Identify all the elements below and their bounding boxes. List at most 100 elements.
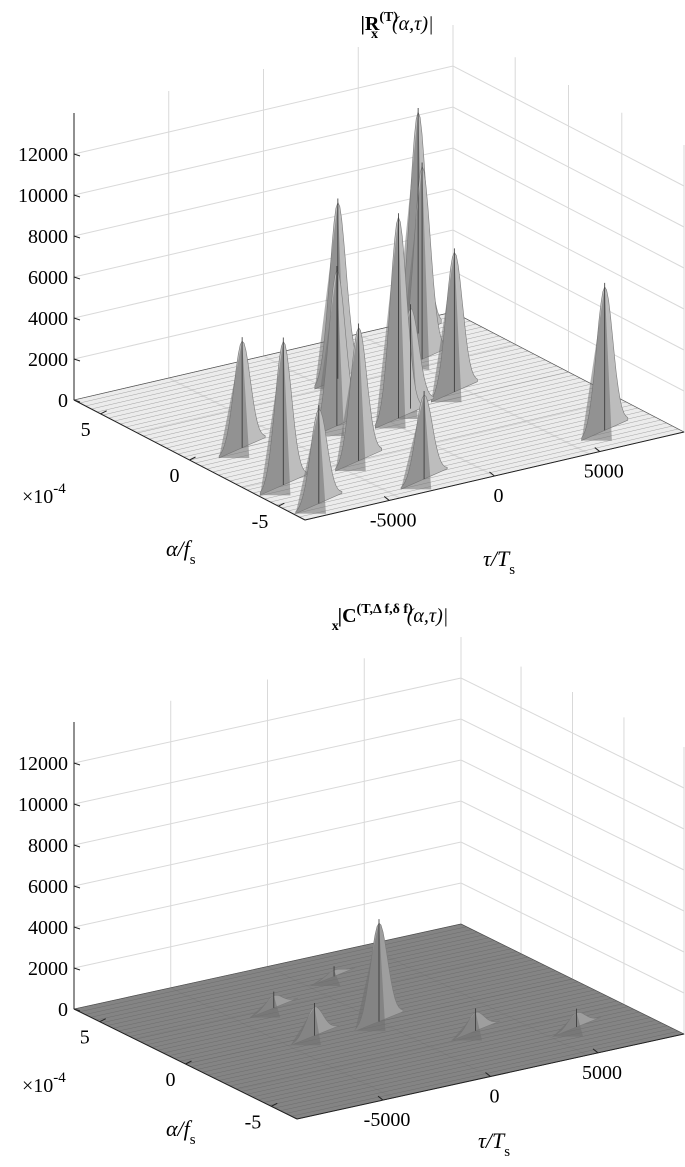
surface-peak-shade xyxy=(401,394,432,490)
z-tick xyxy=(73,762,81,766)
gridline xyxy=(73,106,685,228)
alpha-tick xyxy=(271,1102,278,1107)
surface-mesh xyxy=(79,926,467,1012)
tau-tick xyxy=(377,1095,384,1101)
alpha-tick-label: 5 xyxy=(81,419,91,441)
gridline xyxy=(73,718,685,830)
z-tick xyxy=(73,317,81,321)
alpha-tick-label: 5 xyxy=(80,1027,90,1049)
surface-mesh xyxy=(157,965,545,1051)
alpha-tick xyxy=(99,1018,106,1023)
x-axis-label: τ/Ts xyxy=(483,546,515,578)
alpha-ticks: 5 0 -5 xyxy=(81,410,285,533)
alpha-ticks: 5 0 -5 xyxy=(80,1018,278,1133)
tau-tick-label: 0 xyxy=(494,485,504,507)
surface-mesh xyxy=(146,959,534,1045)
surface-peak-shade xyxy=(290,1006,321,1046)
surface-peak-shade xyxy=(451,1012,483,1041)
tau-tick xyxy=(594,447,601,452)
surface-mesh xyxy=(163,967,551,1054)
z-tick xyxy=(73,967,81,971)
surface-peak-shade xyxy=(219,341,250,459)
surface-mesh xyxy=(207,989,595,1076)
surface-mesh xyxy=(299,428,679,518)
alpha-tick-label: 0 xyxy=(166,1069,176,1091)
tau-ticks: -5000 0 5000 xyxy=(370,447,624,531)
surface-peak-shade xyxy=(335,327,366,472)
chart-panel-top: |R(T) x (α,τ)| 0 2000 4000 6000 8000 10000 12000… xyxy=(0,0,685,583)
surface-peak-shade xyxy=(431,252,462,403)
surface-peak-shade xyxy=(552,1012,584,1037)
surface-mesh xyxy=(230,1000,618,1087)
z-tick-label: 4000 xyxy=(28,917,68,939)
alpha-multiplier: ×10-4 xyxy=(22,481,66,508)
alpha-tick xyxy=(278,502,285,507)
z-tick xyxy=(73,399,81,403)
gridline xyxy=(73,188,685,310)
surface-peak-shade xyxy=(355,923,386,1032)
surface-mesh xyxy=(291,1031,679,1117)
z-tick xyxy=(73,803,81,807)
spikes xyxy=(273,919,578,1036)
z-tick xyxy=(73,194,81,198)
z-tick-label: 8000 xyxy=(28,835,68,857)
tau-ticks: -5000 0 5000 xyxy=(364,1048,622,1131)
surface-mesh xyxy=(101,937,489,1023)
alpha-tick-label: -5 xyxy=(252,511,269,533)
surface-mesh xyxy=(280,1025,668,1111)
surface-mesh xyxy=(196,984,584,1070)
z-tick-label: 10000 xyxy=(18,794,68,816)
surface-peak-shade xyxy=(295,409,326,514)
surface-peak-shade xyxy=(375,217,406,429)
surface-mesh xyxy=(235,1003,623,1089)
alpha-tick-label: 0 xyxy=(170,465,180,487)
tau-tick xyxy=(592,1048,599,1054)
z-tick xyxy=(73,276,81,280)
gridline xyxy=(73,147,685,269)
surface-mesh xyxy=(269,1020,657,1106)
z-tick xyxy=(73,235,81,239)
z-tick-label: 8000 xyxy=(28,226,68,248)
z-tick-label: 6000 xyxy=(28,267,68,289)
surface-mesh xyxy=(129,951,517,1037)
z-tick-label: 4000 xyxy=(28,308,68,330)
z-tick-label: 0 xyxy=(58,999,68,1021)
alpha-tick-label: -5 xyxy=(245,1111,262,1133)
alpha-tick xyxy=(189,456,196,461)
surface-peak-shade xyxy=(260,341,291,496)
chart-bottom: |C(T,Δ f,δ f) x (α,τ)| 0 2000 4000 6000 8000 10… xyxy=(18,602,685,1160)
tau-tick xyxy=(489,471,495,477)
z-ticks: 0 2000 4000 6000 8000 10000 12000 xyxy=(18,144,81,412)
chart-panel-bottom: |C(T,Δ f,δ f) x (α,τ)| 0 2000 4000 6000 8000 10… xyxy=(0,584,685,1167)
surface-mesh xyxy=(274,1022,662,1109)
surface-peak-shade xyxy=(310,970,341,986)
x-axis-label: τ/Ts xyxy=(478,1128,510,1160)
surface-mesh xyxy=(118,945,506,1032)
surface-mesh xyxy=(96,934,484,1021)
alpha-tick xyxy=(100,410,107,415)
surface-mesh xyxy=(202,987,590,1073)
y-axis-label: α/fs xyxy=(166,536,196,568)
z-tick-label: 2000 xyxy=(28,958,68,980)
z-tick xyxy=(73,358,81,362)
alpha-multiplier: ×10-4 xyxy=(22,1070,66,1097)
tau-tick-label: 5000 xyxy=(584,461,624,483)
surface-mesh xyxy=(90,932,478,1018)
surface-mesh xyxy=(263,1017,651,1103)
surface-mesh xyxy=(140,956,528,1043)
y-axis-label: α/fs xyxy=(166,1116,196,1148)
chart-title: |R(T) x (α,τ)| xyxy=(360,10,433,42)
surface-peak-shade xyxy=(313,269,345,437)
surface-mesh xyxy=(73,923,462,1010)
gridline xyxy=(73,677,685,789)
tau-tick xyxy=(383,496,390,501)
gridline xyxy=(73,841,685,953)
chart-title: |C(T,Δ f,δ f) x (α,τ)| xyxy=(332,602,448,634)
z-tick xyxy=(73,885,81,889)
surface-mesh xyxy=(241,1006,629,1092)
surface-mesh xyxy=(213,992,601,1078)
surface-mesh xyxy=(224,998,612,1084)
z-tick-label: 12000 xyxy=(18,753,68,775)
z-tick xyxy=(73,926,81,930)
z-tick xyxy=(73,844,81,848)
